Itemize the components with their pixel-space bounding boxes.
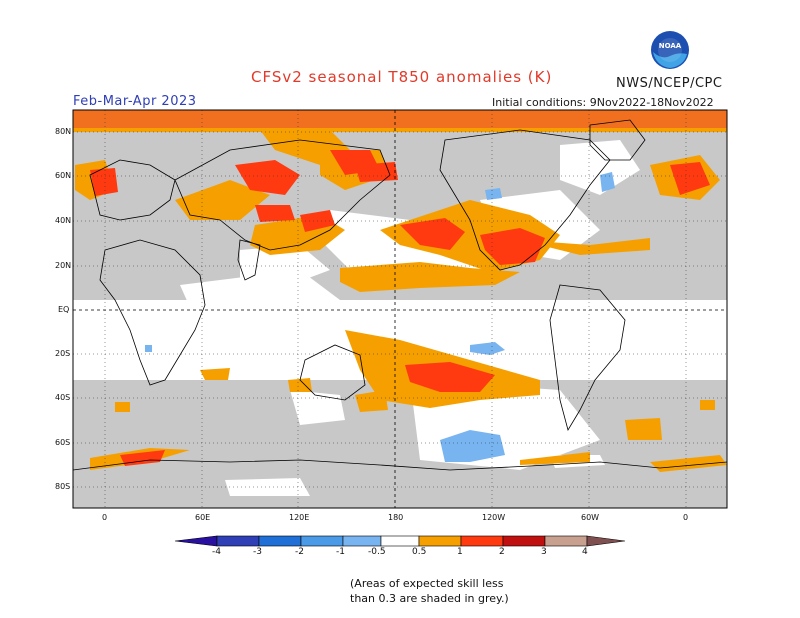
lat-label: 20N xyxy=(55,261,72,270)
colorbar-label: 1 xyxy=(457,547,463,557)
lon-label: 60E xyxy=(195,513,211,522)
lon-label: 0 xyxy=(683,513,689,522)
initial-conditions: Initial conditions: 9Nov2022-18Nov2022 xyxy=(492,96,714,109)
lat-label: 20S xyxy=(55,349,71,358)
lon-label: 180 xyxy=(388,513,404,522)
colorbar-label: 2 xyxy=(499,547,505,557)
skill-note-line: than 0.3 are shaded in grey.) xyxy=(350,592,509,605)
lon-label: 120E xyxy=(289,513,310,522)
noaa-logo: NOAA xyxy=(651,31,689,69)
reference-lines xyxy=(73,110,727,508)
lat-label: 40S xyxy=(55,393,71,402)
lat-label: 60S xyxy=(55,438,71,447)
lat-label: 60N xyxy=(55,171,72,180)
colorbar-label: 4 xyxy=(582,547,588,557)
colorbar-label: -0.5 xyxy=(368,547,386,557)
colorbar-low-arrow xyxy=(174,535,218,547)
lat-label: EQ xyxy=(58,305,70,314)
skill-note-line: (Areas of expected skill less xyxy=(350,577,504,590)
skill-note: (Areas of expected skill less than 0.3 a… xyxy=(350,576,509,606)
colorbar-label: -3 xyxy=(253,547,262,557)
lon-label: 0 xyxy=(102,513,108,522)
coastlines xyxy=(73,119,727,508)
forecast-period: Feb-Mar-Apr 2023 xyxy=(73,94,197,109)
cold-anomaly-blue xyxy=(145,172,615,462)
lat-label: 40N xyxy=(55,216,72,225)
noaa-logo-text: NOAA xyxy=(659,42,682,50)
lon-label: 60W xyxy=(581,513,600,522)
colorbar-label: 3 xyxy=(541,547,547,557)
lat-label: 80S xyxy=(55,482,71,491)
colorbar-label: -1 xyxy=(336,547,345,557)
graticule xyxy=(73,110,727,508)
chart-title: CFSv2 seasonal T850 anomalies (K) xyxy=(251,68,553,86)
colorbar-label: -2 xyxy=(295,547,304,557)
colorbar-high-arrow xyxy=(586,535,626,547)
colorbar-label: -4 xyxy=(212,547,221,557)
warm-anomaly-orange xyxy=(75,130,727,472)
colorbar xyxy=(174,535,626,547)
map-frame xyxy=(72,109,728,509)
lat-label: 80N xyxy=(55,127,72,136)
colorbar-label: 0.5 xyxy=(412,547,427,557)
warm-anomaly-red xyxy=(90,150,710,466)
org-name: NWS/NCEP/CPC xyxy=(616,76,723,91)
lon-label: 120W xyxy=(482,513,506,522)
